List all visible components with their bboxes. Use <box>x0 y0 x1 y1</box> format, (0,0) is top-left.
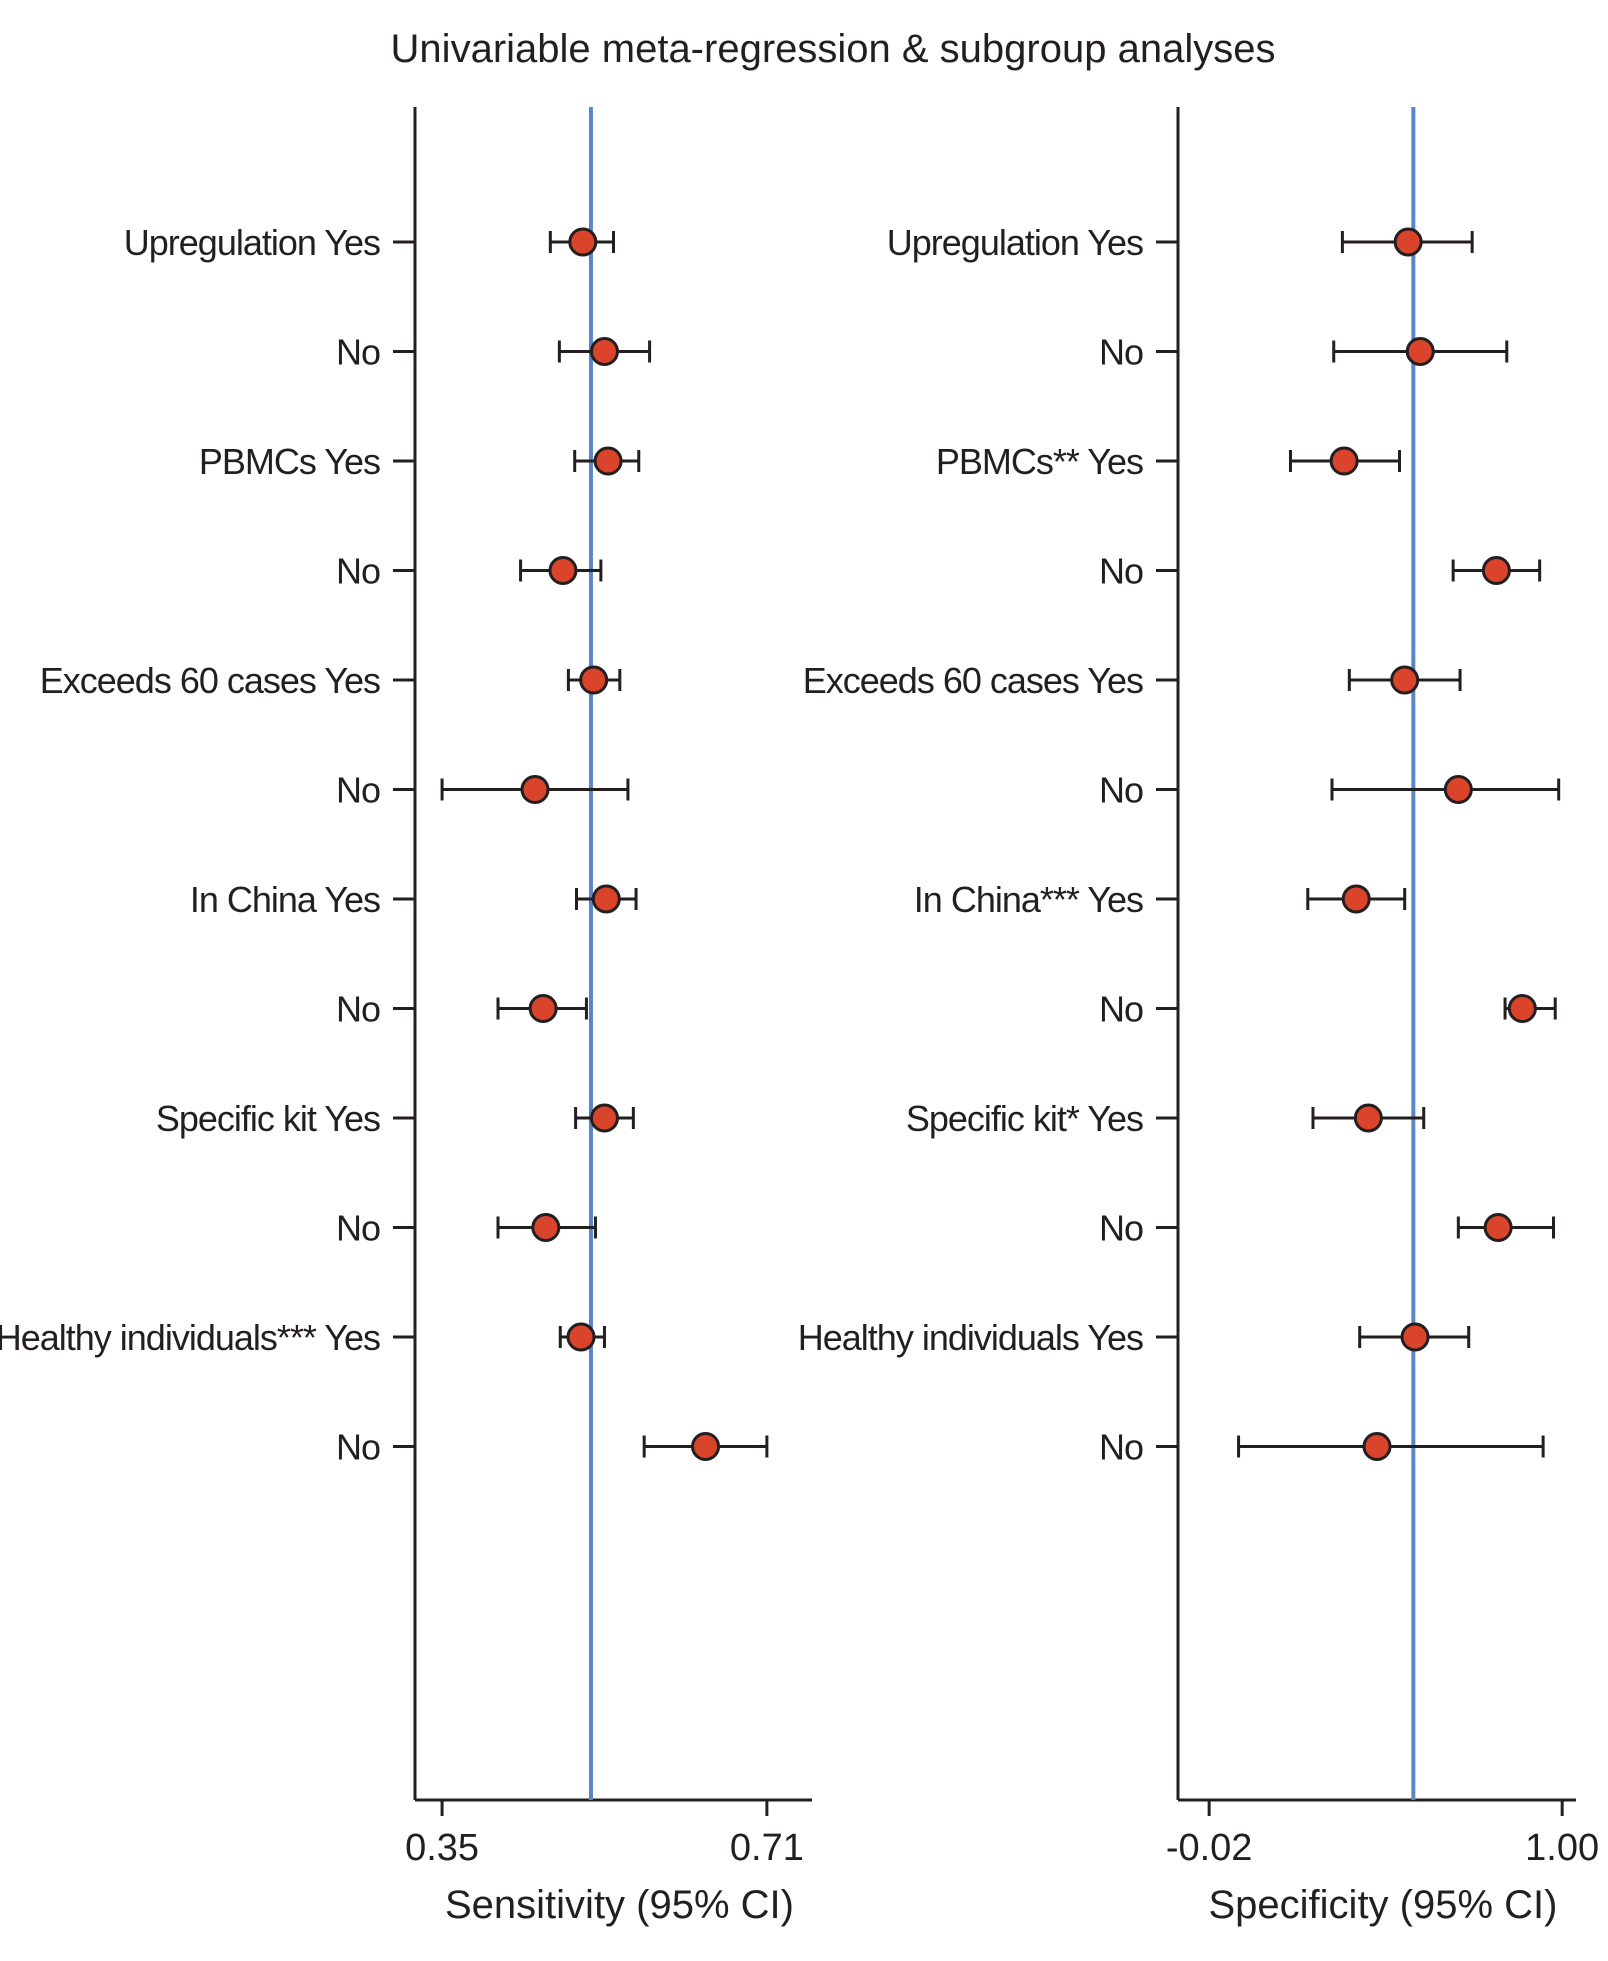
row-label: No <box>1099 551 1143 592</box>
point-estimate <box>589 337 619 366</box>
row-label: Specific kit* Yes <box>906 1098 1143 1139</box>
sensitivity-x-tick-label: 0.71 <box>730 1827 804 1869</box>
row-label: No <box>336 770 380 811</box>
point-estimate <box>593 446 623 476</box>
point-estimate <box>1481 556 1511 585</box>
specificity-row: No <box>1099 332 1509 373</box>
specificity-row: Exceeds 60 cases Yes <box>803 660 1462 701</box>
row-label: Upregulation Yes <box>124 222 380 263</box>
forest-panels: 0.35 0.71 Sensitivity (95% CI) Upregulation… <box>0 107 1599 1927</box>
sensitivity-row: No <box>336 1208 597 1249</box>
point-estimate <box>528 994 558 1023</box>
row-label: No <box>336 989 380 1030</box>
point-estimate <box>1362 1432 1392 1461</box>
sensitivity-row: In China Yes <box>190 879 638 920</box>
sensitivity-row: No <box>336 332 652 373</box>
point-estimate <box>1483 1213 1513 1242</box>
row-label: Exceeds 60 cases Yes <box>803 660 1143 701</box>
row-label: Healthy individuals Yes <box>798 1317 1143 1358</box>
row-label: No <box>1099 989 1143 1030</box>
sensitivity-x-axis-label: Sensitivity (95% CI) <box>445 1883 794 1927</box>
specificity-x-tick-label: -0.02 <box>1166 1827 1253 1869</box>
point-estimate <box>1443 775 1473 804</box>
point-estimate <box>1393 227 1423 257</box>
specificity-row: No <box>1099 1208 1556 1249</box>
sensitivity-row: PBMCs Yes <box>199 441 641 482</box>
row-label: No <box>336 1427 380 1468</box>
row-label: No <box>1099 770 1143 811</box>
point-estimate <box>579 665 609 695</box>
row-label: No <box>336 332 380 373</box>
sensitivity-row: No <box>336 1427 769 1468</box>
sensitivity-row: No <box>336 551 603 592</box>
sensitivity-x-tick-label: 0.35 <box>405 1827 479 1869</box>
point-estimate <box>1405 337 1435 366</box>
specificity-row: No <box>1099 989 1557 1030</box>
row-label: PBMCs** Yes <box>936 441 1143 482</box>
point-estimate <box>1390 665 1420 695</box>
row-label: No <box>1099 1427 1143 1468</box>
point-estimate <box>531 1213 561 1242</box>
specificity-x-axis-label: Specificity (95% CI) <box>1209 1883 1558 1927</box>
sensitivity-row: Exceeds 60 cases Yes <box>40 660 622 701</box>
row-label: Exceeds 60 cases Yes <box>40 660 380 701</box>
row-label: Upregulation Yes <box>887 222 1143 263</box>
sensitivity-row: Healthy individuals*** Yes <box>0 1317 606 1358</box>
row-label: PBMCs Yes <box>199 441 380 482</box>
specificity-panel: -0.02 1.00 Specificity (95% CI) Upregulatio… <box>798 107 1599 1927</box>
sensitivity-panel: 0.35 0.71 Sensitivity (95% CI) Upregulation… <box>0 107 812 1927</box>
row-label: In China Yes <box>190 879 380 920</box>
row-label: No <box>336 551 380 592</box>
specificity-row: Specific kit* Yes <box>906 1098 1426 1139</box>
specificity-x-tick-label: 1.00 <box>1525 1827 1599 1869</box>
point-estimate <box>1353 1103 1383 1133</box>
point-estimate <box>520 775 550 804</box>
point-estimate <box>1400 1322 1430 1352</box>
point-estimate <box>548 556 578 585</box>
specificity-row: PBMCs** Yes <box>936 441 1401 482</box>
point-estimate <box>691 1432 721 1461</box>
row-label: No <box>1099 1208 1143 1249</box>
chart-title: Univariable meta-regression & subgroup a… <box>391 27 1276 71</box>
point-estimate <box>568 227 598 257</box>
point-estimate <box>1341 884 1371 914</box>
row-label: In China*** Yes <box>914 879 1143 920</box>
sensitivity-row: Upregulation Yes <box>124 222 615 263</box>
specificity-row: No <box>1099 551 1542 592</box>
sensitivity-row: Specific kit Yes <box>156 1098 635 1139</box>
specificity-row: No <box>1099 1427 1545 1468</box>
row-label: No <box>336 1208 380 1249</box>
row-label: No <box>1099 332 1143 373</box>
specificity-row: Upregulation Yes <box>887 222 1474 263</box>
specificity-row: In China*** Yes <box>914 879 1407 920</box>
point-estimate <box>1329 446 1359 476</box>
sensitivity-row: No <box>336 770 630 811</box>
point-estimate <box>589 1103 619 1133</box>
specificity-row: No <box>1099 770 1561 811</box>
row-label: Specific kit Yes <box>156 1098 380 1139</box>
specificity-row: Healthy individuals Yes <box>798 1317 1471 1358</box>
point-estimate <box>1507 994 1537 1023</box>
sensitivity-row: No <box>336 989 588 1030</box>
point-estimate <box>566 1322 596 1352</box>
row-label: Healthy individuals*** Yes <box>0 1317 380 1358</box>
point-estimate <box>591 884 621 914</box>
